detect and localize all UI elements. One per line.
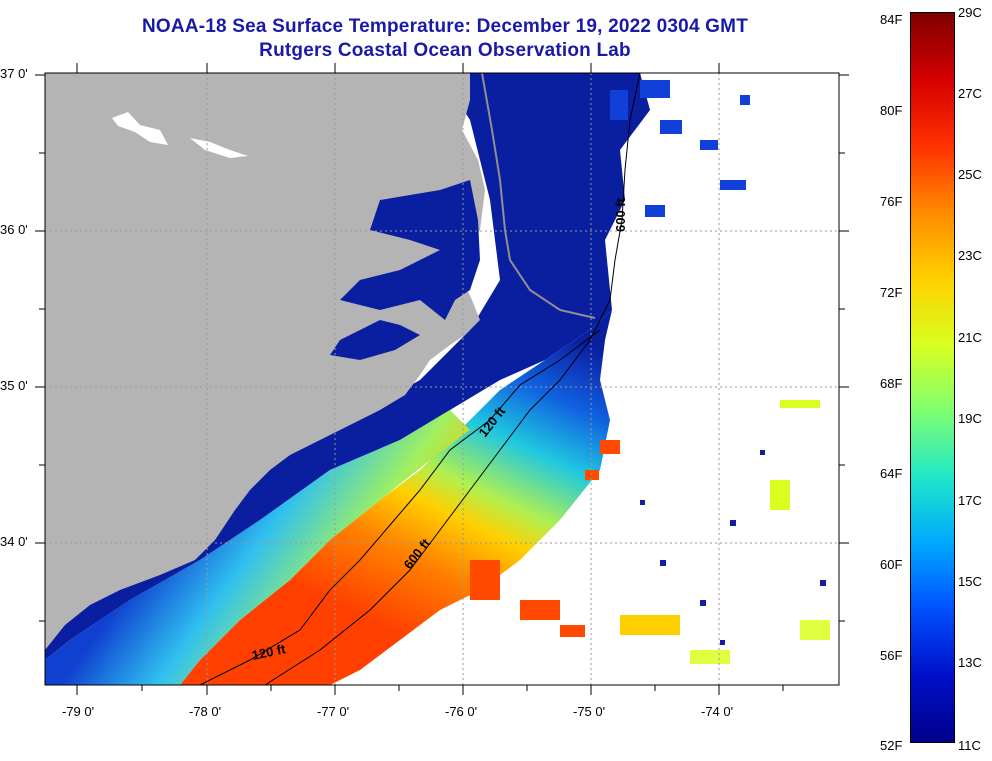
colorbar-c-label: 19C xyxy=(958,411,982,426)
graticule xyxy=(45,73,839,685)
colorbar-f-label: 52F xyxy=(880,738,903,753)
colorbar-c-label: 11C xyxy=(958,738,981,753)
colorbar-f-label: 68F xyxy=(880,376,903,391)
colorbar-c-label: 29C xyxy=(958,5,982,20)
inland-lakes xyxy=(112,112,248,158)
colorbar-c-label: 25C xyxy=(958,167,982,182)
scattered-offshore-pixels xyxy=(620,400,830,664)
longitude-label: -76 0' xyxy=(445,704,478,719)
colorbar-c-label: 23C xyxy=(958,248,982,263)
longitude-label: -78 0' xyxy=(189,704,222,719)
outer-banks xyxy=(481,73,596,319)
colorbar-f-label: 56F xyxy=(880,648,903,663)
longitude-label: -75 0' xyxy=(573,704,606,719)
map-subtitle: Rutgers Coastal Ocean Observation Lab xyxy=(259,40,631,61)
colorbar-c-label: 21C xyxy=(958,330,982,345)
colorbar-f-label: 72F xyxy=(880,285,903,300)
map-title: NOAA-18 Sea Surface Temperature: Decembe… xyxy=(142,16,748,37)
sst-map: 120 ft 120 ft 600 ft 600 ft xyxy=(35,63,849,695)
colorbar-c-label: 27C xyxy=(958,86,982,101)
warm-patches xyxy=(470,440,620,637)
colorbar-f-label: 76F xyxy=(880,194,903,209)
latitude-label: 35 0' xyxy=(0,378,28,393)
colorbar-c-label: 17C xyxy=(958,493,982,508)
isobath-600ft xyxy=(264,73,641,685)
colorbar-f-label: 64F xyxy=(880,466,903,481)
map-frame xyxy=(44,72,840,686)
cold-patches xyxy=(610,80,750,217)
isobath-label: 600 ft xyxy=(613,197,628,232)
isobath-label: 120 ft xyxy=(251,641,288,663)
latitude-label: 36 0' xyxy=(0,222,28,237)
colorbar-f-label: 60F xyxy=(880,557,903,572)
river-estuary xyxy=(330,320,420,360)
latitude-label: 34 0' xyxy=(0,534,28,549)
sound-water xyxy=(340,180,480,320)
longitude-label: -77 0' xyxy=(317,704,350,719)
nearshore-water xyxy=(45,410,470,685)
longitude-label: -74 0' xyxy=(701,704,734,719)
longitude-label: -79 0' xyxy=(62,704,95,719)
temperature-colorbar xyxy=(910,12,955,743)
colorbar-c-label: 13C xyxy=(958,655,982,670)
frame-ticks xyxy=(35,63,849,695)
colorbar-c-label: 15C xyxy=(958,574,982,589)
latitude-label: 37 0' xyxy=(0,66,28,81)
colorbar-f-label: 80F xyxy=(880,103,903,118)
colorbar-f-label: 84F xyxy=(880,12,903,27)
isobath-120ft xyxy=(199,329,601,685)
